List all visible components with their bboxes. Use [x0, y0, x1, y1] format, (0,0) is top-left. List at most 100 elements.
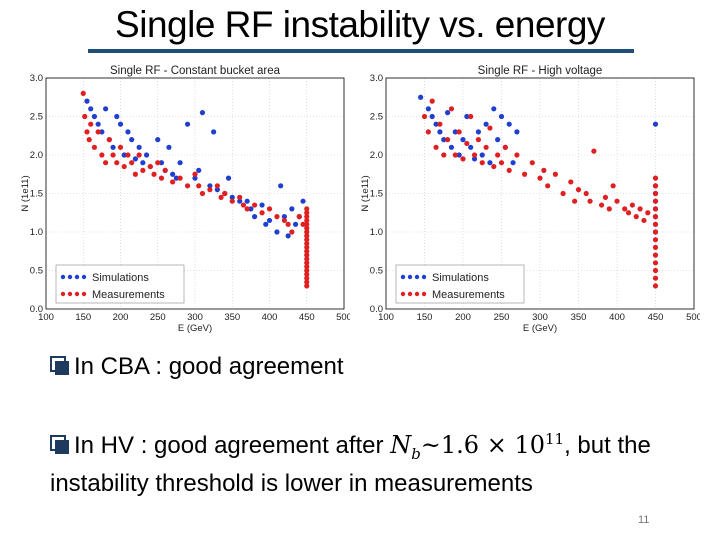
data-point-measurements [541, 167, 547, 173]
data-point-simulations [483, 121, 489, 127]
data-point-simulations [117, 121, 124, 127]
bullet-cba-text: In CBA : good agreement [74, 353, 344, 380]
data-point-simulations [285, 233, 291, 239]
data-point-simulations [289, 206, 295, 212]
data-point-measurements [274, 214, 280, 220]
data-point-simulations [441, 137, 447, 143]
x-tick-label: 100 [38, 312, 54, 323]
data-point-simulations [248, 206, 254, 212]
data-point-measurements [304, 248, 310, 254]
y-tick-label: 1.0 [30, 227, 43, 238]
chart-title: Single RF - Constant bucket area [110, 65, 281, 77]
data-point-measurements [498, 160, 505, 166]
data-point-measurements [652, 283, 659, 289]
data-point-measurements [304, 217, 310, 224]
data-point-measurements [117, 144, 124, 150]
data-point-simulations [506, 121, 512, 127]
data-point-simulations [259, 202, 265, 208]
data-point-measurements [136, 152, 142, 158]
data-point-measurements [304, 260, 310, 266]
data-point-measurements [652, 252, 659, 258]
data-point-measurements [300, 221, 306, 227]
data-point-measurements [140, 167, 146, 173]
data-point-measurements [88, 121, 94, 127]
legend-box [395, 264, 525, 304]
data-point-measurements [652, 267, 659, 274]
data-point-measurements [583, 190, 589, 197]
data-point-measurements [304, 240, 310, 247]
data-point-measurements [652, 244, 659, 250]
data-point-measurements [304, 210, 310, 216]
data-point-simulations [652, 121, 659, 127]
data-point-measurements [86, 137, 92, 143]
data-point-simulations [225, 175, 232, 181]
y-tick-label: 1.5 [370, 189, 383, 200]
bullet-hv-text-end: , but the [564, 432, 651, 459]
legend-marker [414, 291, 420, 297]
x-tick-label: 500 [336, 312, 350, 323]
data-point-simulations [99, 129, 105, 135]
data-point-simulations [125, 129, 131, 135]
data-point-measurements [452, 152, 458, 158]
y-tick-label: 2.5 [30, 112, 43, 123]
data-point-simulations [433, 121, 439, 127]
data-point-measurements [285, 221, 291, 227]
data-point-simulations [464, 113, 470, 120]
data-point-simulations [207, 183, 213, 189]
data-point-measurements [629, 202, 635, 208]
data-point-measurements [252, 202, 258, 208]
data-point-measurements [633, 214, 639, 220]
bullet-hv: In HV : good agreement after Nb~1.6 × 10… [50, 424, 690, 499]
data-point-simulations [425, 106, 431, 112]
data-point-simulations [214, 187, 220, 193]
x-axis-label: E (GeV) [523, 323, 557, 334]
data-point-measurements [129, 160, 135, 166]
data-point-simulations [110, 144, 116, 150]
data-point-measurements [121, 163, 127, 170]
data-point-simulations [136, 144, 142, 150]
data-point-measurements [304, 279, 310, 285]
y-axis-label: N (1e11) [20, 175, 31, 211]
data-point-measurements [214, 183, 220, 189]
data-point-simulations [173, 175, 179, 181]
data-point-simulations [468, 144, 474, 150]
y-tick-label: 0.5 [370, 266, 383, 277]
legend-marker [407, 291, 413, 297]
data-point-measurements [568, 179, 574, 185]
data-point-simulations [140, 160, 146, 166]
data-point-simulations [263, 221, 269, 227]
data-point-simulations [491, 106, 497, 112]
data-point-measurements [506, 167, 512, 173]
data-point-simulations [437, 129, 443, 135]
data-point-measurements [552, 171, 558, 177]
x-tick-label: 200 [113, 312, 129, 323]
data-point-measurements [147, 163, 153, 170]
data-point-measurements [575, 187, 582, 193]
legend-label: Simulations [92, 272, 149, 284]
x-tick-label: 350 [571, 312, 587, 323]
data-point-measurements [244, 206, 250, 212]
data-point-measurements [304, 214, 310, 220]
legend-marker [60, 291, 66, 297]
data-point-measurements [622, 206, 628, 212]
data-point-measurements [304, 229, 310, 235]
y-tick-label: 3.0 [30, 73, 43, 84]
data-point-measurements [99, 152, 105, 158]
data-point-measurements [296, 214, 302, 220]
x-tick-label: 250 [494, 312, 510, 323]
data-point-measurements [514, 152, 520, 158]
data-point-measurements [304, 267, 310, 274]
y-tick-label: 1.0 [370, 227, 383, 238]
data-point-measurements [625, 210, 632, 216]
data-point-measurements [606, 206, 612, 212]
chart-svg-right: Single RF - High voltage 100 150 200 250 300 3… [360, 65, 702, 334]
data-point-simulations [300, 198, 306, 204]
data-point-simulations [475, 129, 481, 135]
data-point-measurements [464, 140, 470, 147]
data-point-measurements [425, 129, 431, 135]
data-point-simulations [487, 160, 493, 166]
data-point-measurements [460, 156, 466, 162]
data-point-simulations [121, 152, 127, 158]
x-tick-label: 150 [75, 312, 91, 323]
legend-marker [74, 291, 80, 297]
